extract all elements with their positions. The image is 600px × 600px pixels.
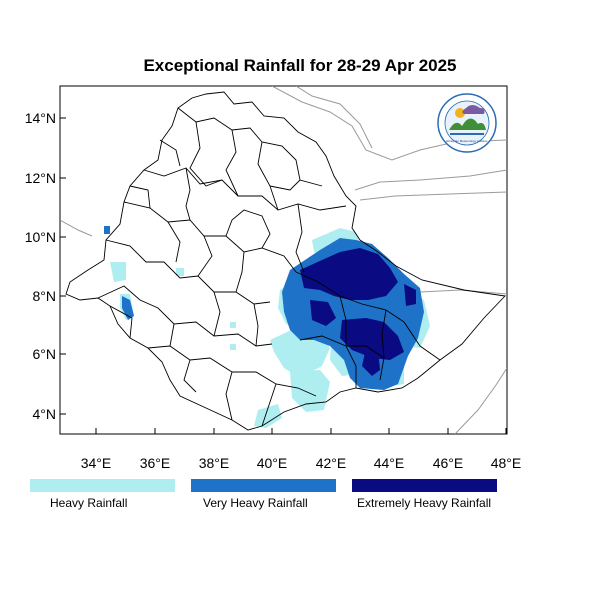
y-tick-label: 8°N [33,288,57,304]
x-tick-label: 44°E [374,455,405,471]
y-tick-label: 12°N [25,170,56,186]
x-tick-label: 38°E [199,455,230,471]
institute-logo: Ethiopian Meteorology Institute [437,93,497,153]
extremely-heavy-rainfall-areas [300,248,416,376]
legend-swatch-very-heavy [191,479,336,492]
x-tick-label: 40°E [257,455,288,471]
y-tick-label: 4°N [33,406,57,422]
x-tick-label: 46°E [433,455,464,471]
neighbor-borders [60,86,507,434]
x-tick-label: 34°E [81,455,112,471]
axis-ticks [60,117,507,434]
logo-text: Ethiopian Meteorology Institute [446,139,488,143]
ethiopia-boundaries [65,91,506,431]
tick-labels: 34°E 36°E 38°E 40°E 42°E 44°E 46°E 48°E 4°N 6°N 8°… [25,110,522,471]
y-tick-label: 10°N [25,229,56,245]
legend-label-extremely-heavy: Extremely Heavy Rainfall [357,496,492,510]
y-tick-label: 14°N [25,110,56,126]
map-title: Exceptional Rainfall for 28-29 Apr 2025 [143,56,457,75]
legend-swatch-heavy [30,479,175,492]
legend-swatch-extremely-heavy [352,479,497,492]
map-frame [59,85,508,435]
ethiopia-outline [65,91,506,431]
y-tick-label: 6°N [33,346,57,362]
legend-label-very-heavy: Very Heavy Rainfall [203,496,308,510]
x-tick-label: 48°E [491,455,522,471]
legend-label-heavy: Heavy Rainfall [50,496,128,510]
x-tick-label: 36°E [140,455,171,471]
x-tick-label: 42°E [316,455,347,471]
